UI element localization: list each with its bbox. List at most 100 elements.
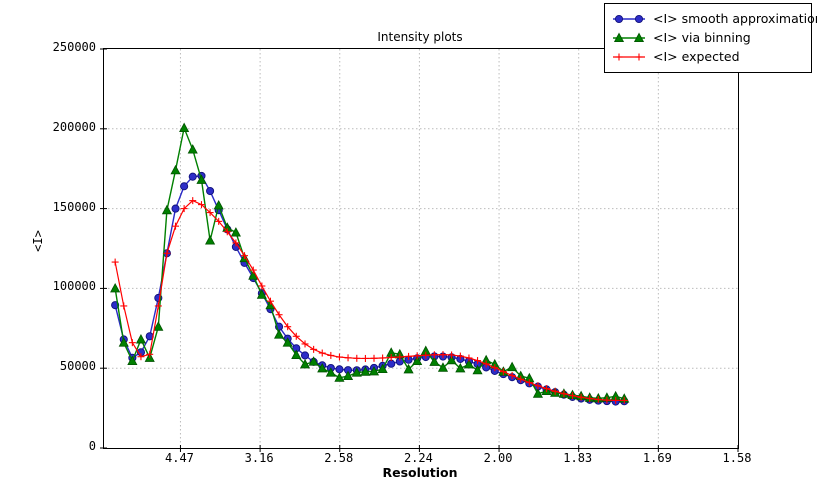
plus-marker (508, 372, 516, 380)
triangle-marker (118, 337, 129, 347)
circle-marker (206, 186, 215, 196)
triangle-marker (613, 32, 625, 42)
plus-marker (396, 353, 404, 361)
triangle-marker (135, 334, 147, 344)
triangle-marker (205, 235, 216, 245)
plus-marker (292, 332, 300, 340)
triangle-marker (308, 356, 319, 366)
plus-marker (620, 396, 628, 404)
triangle-marker (412, 355, 423, 366)
triangle-marker (325, 367, 336, 377)
plus-marker (594, 395, 602, 403)
triangle-marker (360, 366, 371, 376)
plus-marker (525, 379, 533, 387)
legend-entry-label: <I> expected (653, 49, 740, 64)
triangle-marker (282, 337, 293, 347)
x-tick-label: 4.47 (165, 451, 194, 465)
triangle-marker (179, 122, 190, 133)
plus-marker (172, 222, 180, 230)
triangle-marker (368, 365, 380, 376)
plus-marker (612, 396, 620, 404)
legend-marker-sample (613, 53, 645, 60)
triangle-marker (507, 361, 518, 372)
plus-marker (249, 266, 257, 274)
circle-marker (387, 359, 396, 368)
plus-marker (387, 354, 395, 362)
plus-marker (137, 353, 145, 361)
triangle-marker (377, 363, 388, 373)
triangle-marker (187, 144, 198, 154)
triangle-marker (437, 362, 449, 372)
y-tick-label: 200000 (52, 119, 96, 134)
y-tick-label: 100000 (52, 279, 96, 294)
plus-marker (448, 351, 456, 359)
circle-marker (188, 172, 197, 181)
triangle-marker (463, 358, 475, 369)
plus-marker (586, 395, 594, 403)
plus-marker (568, 392, 576, 400)
x-tick-label: 2.24 (403, 451, 433, 465)
plus-marker (318, 349, 326, 357)
plus-marker (465, 354, 473, 362)
legend-marker-sample (613, 14, 645, 23)
plus-marker (180, 205, 188, 213)
triangle-marker (342, 370, 354, 381)
y-tick-label: 150000 (52, 199, 96, 214)
plus-marker (146, 350, 154, 358)
triangle-marker (170, 164, 181, 175)
triangle-marker (161, 204, 172, 215)
triangle-marker (532, 388, 543, 398)
plus-marker (430, 351, 438, 359)
series-line-i-expected (114, 199, 625, 402)
x-tick-label: 1.69 (642, 451, 672, 465)
triangle-marker (230, 227, 241, 237)
plus-marker (635, 53, 643, 60)
plus-marker (301, 340, 309, 348)
x-tick-label: 3.16 (244, 451, 274, 465)
plus-marker (474, 357, 482, 365)
circle-marker (634, 14, 644, 23)
triangle-marker (472, 364, 483, 375)
triangle-marker (273, 329, 285, 339)
circle-marker (614, 14, 624, 23)
plus-marker (258, 282, 266, 290)
plus-marker (482, 360, 490, 368)
plus-marker (603, 396, 611, 404)
plus-marker (111, 258, 119, 266)
triangle-marker (291, 349, 302, 359)
plus-marker (361, 354, 369, 362)
plus-marker (422, 351, 430, 359)
plus-marker (206, 209, 214, 217)
x-axis-label: Resolution (382, 465, 458, 480)
plus-marker (284, 323, 292, 331)
legend-entry-label: <I> via binning (653, 30, 751, 45)
triangle-marker (633, 32, 645, 42)
plus-marker (353, 354, 361, 362)
plot-svg (100, 48, 739, 452)
plus-marker (128, 339, 136, 347)
plus-marker (344, 354, 352, 362)
legend-entry: <I> expected (612, 47, 804, 66)
circle-marker (180, 182, 189, 191)
series-line-i-smooth-approximation (114, 175, 625, 403)
plus-marker (240, 252, 248, 260)
triangle-marker (256, 289, 267, 299)
triangle-marker (110, 282, 121, 293)
y-tick-label: 250000 (52, 40, 96, 54)
plus-marker (310, 345, 318, 353)
x-tick-label: 2.58 (324, 451, 354, 465)
chart-title: Intensity plots (377, 30, 463, 44)
circle-marker (300, 351, 310, 360)
plus-marker (499, 368, 507, 376)
plot-area (100, 48, 739, 452)
plus-marker (491, 364, 499, 372)
plus-marker (551, 387, 559, 395)
plus-marker (439, 351, 447, 359)
plus-marker (577, 393, 585, 401)
plus-marker (275, 311, 283, 319)
x-tick-label: 1.58 (722, 451, 752, 465)
plus-marker (543, 385, 551, 393)
y-tick-label: 50000 (59, 359, 96, 374)
plus-marker (163, 249, 171, 257)
